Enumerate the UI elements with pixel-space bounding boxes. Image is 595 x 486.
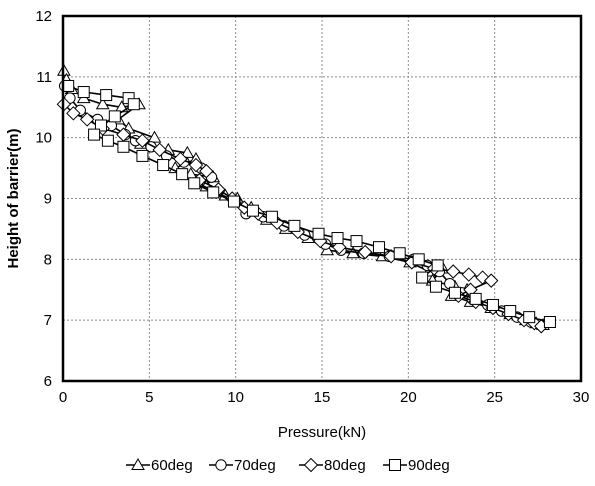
x-tick-label: 25 [486, 389, 503, 406]
legend: 60deg 70deg 80deg 90deg [126, 457, 450, 474]
x-tick-label: 15 [314, 389, 331, 406]
data-point-square [117, 140, 130, 153]
data-point-triangle [95, 97, 110, 110]
tick-layer: 0 5 10 15 20 25 30 6 7 8 9 10 11 12 [35, 8, 589, 406]
legend-marker-triangle [131, 457, 145, 470]
data-point-triangle [180, 145, 195, 158]
data-point-diamond [484, 273, 499, 288]
legend-label: 60deg [151, 457, 193, 474]
plot-frame [61, 14, 583, 383]
legend-marker-square [389, 459, 401, 471]
y-tick-label: 7 [44, 312, 52, 329]
legend-label: 90deg [408, 457, 450, 474]
data-point-square [100, 89, 113, 102]
x-tick-label: 0 [59, 389, 67, 406]
data-point-square [265, 210, 278, 223]
data-point-diamond [446, 264, 461, 279]
legend-label: 80deg [324, 457, 366, 474]
data-point-diamond [152, 142, 167, 158]
y-tick-label: 11 [36, 69, 52, 86]
legend-item-80deg: 80deg [299, 457, 366, 474]
data-point-diamond [135, 133, 150, 148]
data-point-square [136, 149, 149, 162]
data-point-square [350, 235, 363, 248]
data-point-square [429, 280, 442, 293]
data-point-square [127, 98, 140, 111]
legend-item-90deg: 90deg [383, 457, 450, 474]
data-point-square [416, 271, 429, 284]
series-line [67, 85, 551, 323]
data-point-triangle [147, 130, 162, 143]
data-point-square [108, 110, 121, 123]
grid-layer [63, 16, 581, 381]
data-point-square [523, 311, 536, 324]
legend-marker-diamond [303, 457, 319, 473]
data-point-square [77, 86, 90, 99]
data-point-square [372, 241, 385, 254]
data-point-diamond [79, 112, 95, 127]
data-point-square [312, 227, 325, 240]
data-point-diamond [461, 267, 476, 282]
series-90deg [62, 79, 556, 328]
data-point-square [227, 195, 240, 208]
data-point-square [94, 119, 107, 132]
data-point-diamond [199, 163, 214, 179]
data-point-diamond [357, 244, 373, 260]
data-point-square [101, 134, 114, 147]
x-tick-label: 5 [145, 389, 153, 406]
y-tick-label: 6 [44, 373, 52, 390]
data-point-square [157, 159, 170, 172]
x-axis-title: Pressure(kN) [278, 424, 366, 441]
data-point-square [88, 128, 101, 141]
data-point-square [431, 259, 444, 272]
data-point-square [331, 232, 344, 245]
legend-marker-circle [215, 459, 227, 471]
data-point-square [412, 253, 425, 266]
legend-label: 70deg [234, 457, 276, 474]
y-tick-label: 9 [44, 191, 52, 208]
data-point-square [504, 305, 517, 318]
series-layer [56, 63, 556, 334]
data-point-diamond [188, 157, 204, 173]
y-tick-label: 12 [35, 8, 52, 25]
x-tick-label: 10 [227, 389, 244, 406]
data-point-square [288, 219, 301, 232]
legend-item-70deg: 70deg [209, 457, 276, 474]
data-point-square [393, 247, 406, 260]
data-point-diamond [173, 151, 188, 167]
data-point-square [448, 286, 461, 299]
x-tick-label: 20 [400, 389, 417, 406]
data-point-square [62, 79, 75, 92]
y-tick-label: 8 [44, 251, 52, 268]
data-point-square [543, 315, 556, 328]
data-point-square [486, 298, 499, 311]
data-point-square [469, 292, 482, 305]
y-axis-title: Height of barrier(m) [5, 128, 22, 268]
data-point-square [246, 204, 259, 217]
data-point-square [176, 168, 189, 181]
y-tick-label: 10 [35, 130, 52, 147]
data-point-square [188, 177, 201, 190]
data-point-square [207, 186, 220, 199]
legend-item-60deg: 60deg [126, 457, 193, 474]
x-tick-label: 30 [573, 389, 590, 406]
data-point-diamond [66, 106, 81, 121]
